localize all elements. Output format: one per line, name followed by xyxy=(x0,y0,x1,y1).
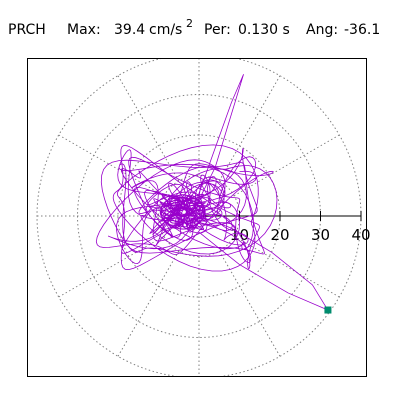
ang-label: Ang: xyxy=(306,22,338,38)
per-value: 0.130 s xyxy=(238,22,290,38)
spoke-30 xyxy=(233,134,340,197)
spoke-60 xyxy=(218,75,281,182)
max-unit: cm/s xyxy=(149,22,182,38)
spoke-150 xyxy=(58,134,165,197)
station-code: PRCH xyxy=(8,22,46,38)
max-unit-exponent: 2 xyxy=(186,17,193,30)
motion-trace-anchor xyxy=(198,215,329,311)
max-value: 39.4 xyxy=(114,22,145,38)
ang-value: -36.1 xyxy=(344,22,380,38)
motion-trace-group xyxy=(95,74,329,311)
max-label: Max: xyxy=(67,22,101,38)
motion-trace-spike xyxy=(190,74,244,217)
motion-trace-core xyxy=(158,193,207,231)
spoke-120 xyxy=(117,75,180,182)
radial-tick-label-40: 40 xyxy=(351,226,370,244)
spoke-240 xyxy=(117,250,180,357)
max-point-marker xyxy=(324,306,332,314)
max-point-group xyxy=(324,306,332,314)
spoke-210 xyxy=(58,235,165,298)
spoke-300 xyxy=(218,250,281,357)
radial-tick-label-20: 20 xyxy=(270,226,289,244)
spoke-330 xyxy=(233,235,340,298)
per-label: Per: xyxy=(204,22,231,38)
radial-tick-label-30: 30 xyxy=(311,226,330,244)
motion-trace-loops xyxy=(95,144,278,272)
